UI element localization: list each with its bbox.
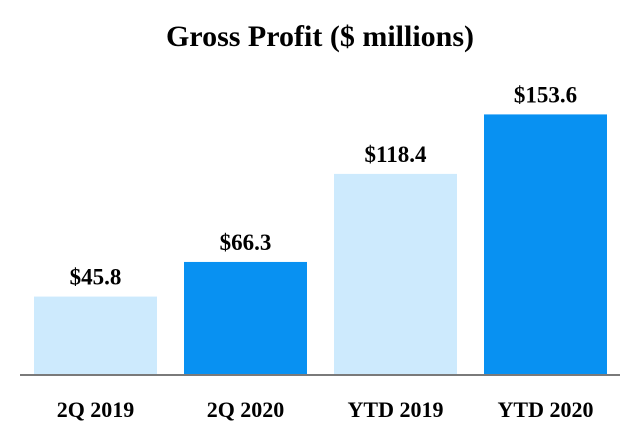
- value-label-1: $45.8: [70, 265, 122, 290]
- value-label-2: $66.3: [220, 230, 272, 255]
- category-label-4: YTD 2020: [498, 397, 594, 422]
- category-label-2: 2Q 2020: [207, 397, 285, 422]
- bar-4: [484, 114, 607, 374]
- bar-1: [34, 296, 157, 374]
- category-label-3: YTD 2019: [348, 397, 444, 422]
- value-label-4: $153.6: [514, 82, 577, 107]
- value-label-3: $118.4: [365, 142, 427, 167]
- bar-3: [334, 173, 457, 374]
- value-labels-group: $45.8 $66.3 $118.4 $153.6: [70, 82, 578, 289]
- bars-group: [34, 114, 607, 374]
- bar-2: [184, 261, 307, 374]
- category-label-1: 2Q 2019: [57, 397, 135, 422]
- chart-title: Gross Profit ($ millions): [166, 20, 474, 53]
- category-labels-group: 2Q 2019 2Q 2020 YTD 2019 YTD 2020: [57, 397, 594, 422]
